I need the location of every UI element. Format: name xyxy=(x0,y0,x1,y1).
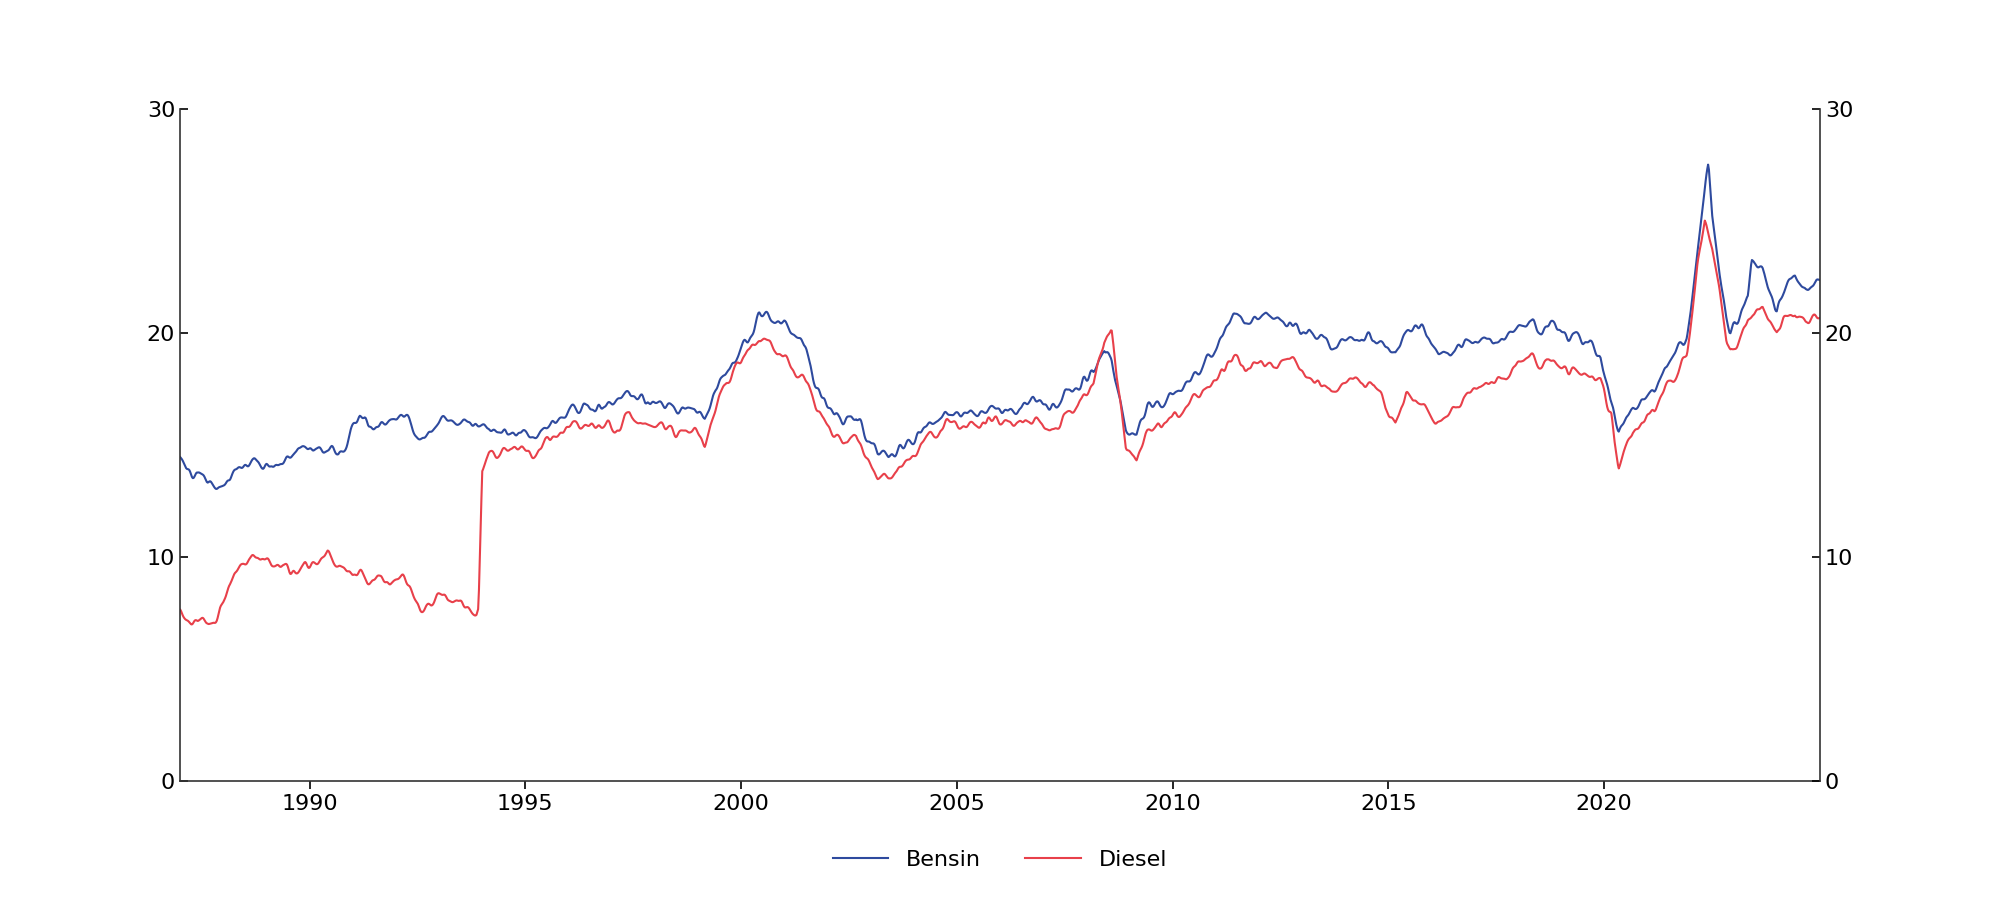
Line: Bensin: Bensin xyxy=(180,164,1820,489)
Line: Diesel: Diesel xyxy=(180,221,1820,625)
Legend: Bensin, Diesel: Bensin, Diesel xyxy=(824,841,1176,879)
